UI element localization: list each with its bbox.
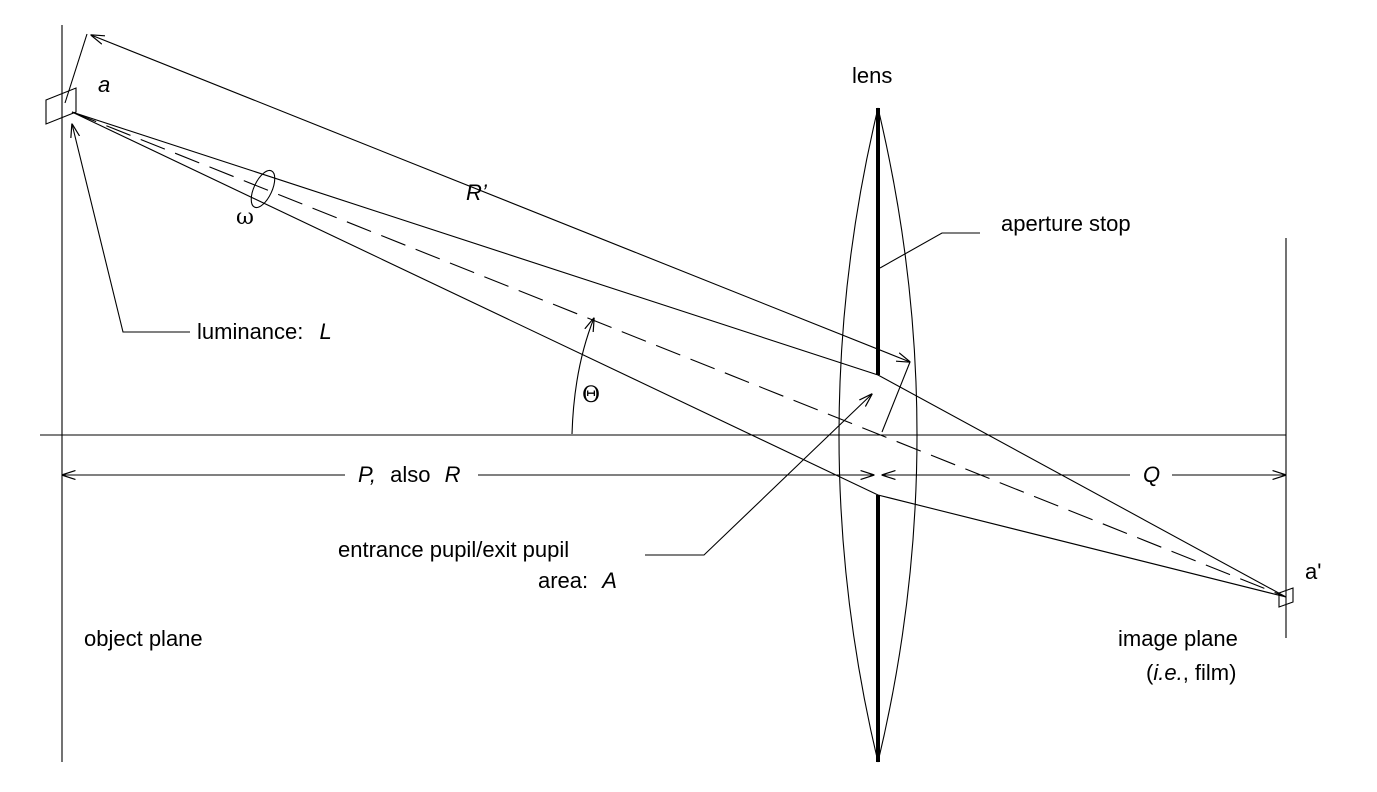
label-a: a xyxy=(98,72,110,97)
theta-arc xyxy=(571,318,594,435)
film-rest: , film) xyxy=(1183,660,1237,685)
aperture-stop-leader xyxy=(879,232,980,269)
r-prime-tick-right xyxy=(881,361,911,433)
label-film: (i.e., film) xyxy=(1146,660,1236,685)
r-symbol: R xyxy=(445,462,461,487)
film-open: ( xyxy=(1146,660,1154,685)
image-element-a-prime xyxy=(1278,587,1294,608)
label-theta: Θ xyxy=(582,383,600,408)
label-a-prime: a' xyxy=(1305,559,1321,584)
label-entrance-pupil: entrance pupil/exit pupil xyxy=(338,537,569,562)
label-object-plane: object plane xyxy=(84,626,203,651)
r-prime-dimension xyxy=(91,35,910,362)
area-symbol: A xyxy=(600,568,617,593)
luminance-leader xyxy=(72,124,190,333)
object-element-a xyxy=(45,87,77,125)
label-p-also-r: P, also R xyxy=(358,462,461,487)
chief-ray xyxy=(71,111,1287,598)
label-aperture-stop: aperture stop xyxy=(1001,211,1131,236)
r-prime-tick-left xyxy=(64,33,88,104)
area-prefix: area: xyxy=(538,568,588,593)
p-also: also xyxy=(390,462,430,487)
label-luminance: luminance: L xyxy=(197,319,332,344)
luminance-symbol: L xyxy=(320,319,332,344)
p-symbol: P, xyxy=(358,462,376,487)
film-ie: i.e. xyxy=(1153,660,1182,685)
label-q: Q xyxy=(1143,462,1160,487)
luminance-prefix: luminance: xyxy=(197,319,303,344)
label-omega: ω xyxy=(236,205,254,230)
label-image-plane: image plane xyxy=(1118,626,1238,651)
label-r-prime: R’ xyxy=(466,180,488,205)
label-area: area: A xyxy=(538,568,617,593)
entrance-pupil-leader xyxy=(645,394,872,556)
label-lens: lens xyxy=(852,63,892,88)
